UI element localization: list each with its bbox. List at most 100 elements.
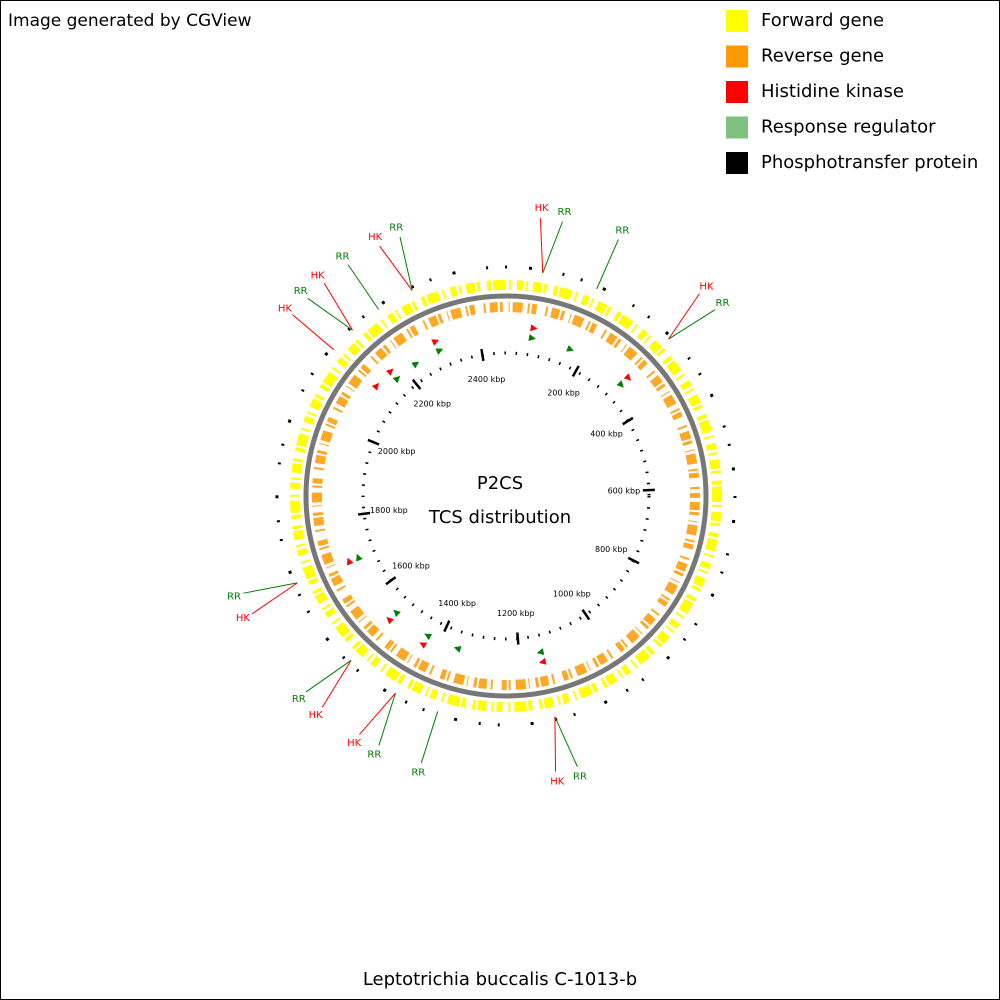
tick-label: 800 kbp (595, 545, 628, 554)
feature-marker (536, 648, 545, 655)
legend-swatch (726, 116, 748, 139)
tick-mark (516, 632, 520, 645)
tick-label: 400 kbp (590, 430, 623, 439)
feature-marker (346, 557, 354, 566)
tick-mark (480, 348, 485, 362)
feature-marker (392, 375, 401, 384)
feature-marker (623, 373, 632, 381)
feature-label: RR (558, 207, 572, 218)
feature-label: RR (716, 298, 730, 309)
feature-marker (386, 616, 394, 625)
center-subtitle: TCS distribution (428, 507, 571, 528)
feature-line (307, 297, 353, 331)
feature-label: RR (573, 771, 587, 782)
tick-mark (367, 438, 380, 446)
feature-marker (616, 380, 624, 388)
feature-line (596, 239, 619, 290)
feature-label: HK (311, 270, 326, 281)
feature-line (542, 221, 563, 274)
backbone (303, 293, 709, 699)
forward-genes (290, 280, 722, 712)
feature-label: HK (278, 303, 293, 314)
feature-line (399, 236, 413, 291)
credit: Image generated by CGView (8, 11, 252, 31)
center-title: P2CS (477, 473, 523, 494)
feature-marker (435, 348, 444, 355)
feature-line (359, 692, 396, 735)
feature-line (251, 582, 298, 615)
feature-line (347, 264, 379, 310)
feature-marker (419, 642, 428, 649)
feature-line (668, 309, 716, 340)
feature-marker (393, 609, 401, 618)
tick-label: 1400 kbp (438, 599, 476, 608)
feature-label: HK (236, 613, 251, 624)
tick-mark (385, 576, 397, 586)
feature-label: RR (367, 749, 381, 760)
legend-swatch (726, 45, 748, 68)
feature-line (321, 660, 352, 708)
feature-line (305, 660, 352, 693)
legend-swatch (726, 81, 748, 103)
feature-label: RR (336, 251, 350, 262)
feature-label: HK (550, 776, 565, 787)
feature-label: HK (309, 710, 324, 721)
feature-label: RR (389, 223, 403, 234)
feature-line (378, 692, 396, 746)
tick-mark (571, 365, 580, 378)
feature-marker (566, 345, 574, 352)
legend-swatch (726, 10, 748, 32)
feature-label: HK (347, 738, 362, 749)
feature-line (243, 582, 298, 594)
tick-mark (443, 620, 451, 633)
feature-label: HK (699, 281, 714, 292)
feature-line (539, 218, 544, 274)
tick-mark (357, 511, 371, 516)
scale: 200 kbp 400 kbp 600 kbp 800 kbp 1000 kbp 1200… (357, 348, 655, 645)
feature-marker (424, 633, 433, 641)
feature-marker (385, 368, 394, 376)
feature-marker (530, 324, 538, 332)
organism: Leptotrichia buccalis C-1013-b (363, 969, 637, 990)
feature-line (668, 293, 700, 340)
feature-line (420, 711, 439, 764)
feature-line (379, 245, 413, 291)
tick-label: 2200 kbp (413, 399, 451, 408)
tick-mark (581, 608, 591, 621)
legend: Forward gene Reverse gene Histidine kinase… (726, 10, 978, 174)
reverse-genes (312, 302, 700, 690)
legend-label: Histidine kinase (761, 81, 904, 102)
tick-mark (411, 378, 422, 390)
phosphotransfer-marks (275, 265, 737, 727)
tick-label: 1600 kbp (392, 561, 430, 570)
legend-label: Response regulator (761, 117, 936, 138)
tick-label: 600 kbp (608, 487, 641, 496)
tick-label: 200 kbp (547, 389, 580, 398)
feature-marker (411, 361, 420, 369)
feature-line (292, 314, 335, 351)
legend-label: Forward gene (761, 10, 884, 31)
feature-marker (453, 646, 462, 653)
feature-marker (528, 334, 536, 342)
tick-label: 2400 kbp (468, 375, 506, 384)
feature-label: RR (411, 767, 425, 778)
feature-marker (371, 382, 380, 391)
tick-mark (627, 556, 640, 565)
feature-marker (431, 339, 440, 346)
feature-line (323, 282, 353, 331)
feature-line (554, 716, 557, 772)
legend-label: Reverse gene (761, 46, 884, 67)
feature-label: RR (292, 694, 306, 705)
feature-label: RR (294, 286, 308, 297)
feature-marker (356, 553, 363, 562)
tick-label: 1000 kbp (553, 589, 591, 598)
minor-ticks (361, 351, 651, 641)
tick-label: 1800 kbp (370, 506, 408, 515)
feature-label: HK (368, 232, 383, 243)
feature-line (554, 716, 578, 767)
feature-marker (538, 657, 547, 665)
